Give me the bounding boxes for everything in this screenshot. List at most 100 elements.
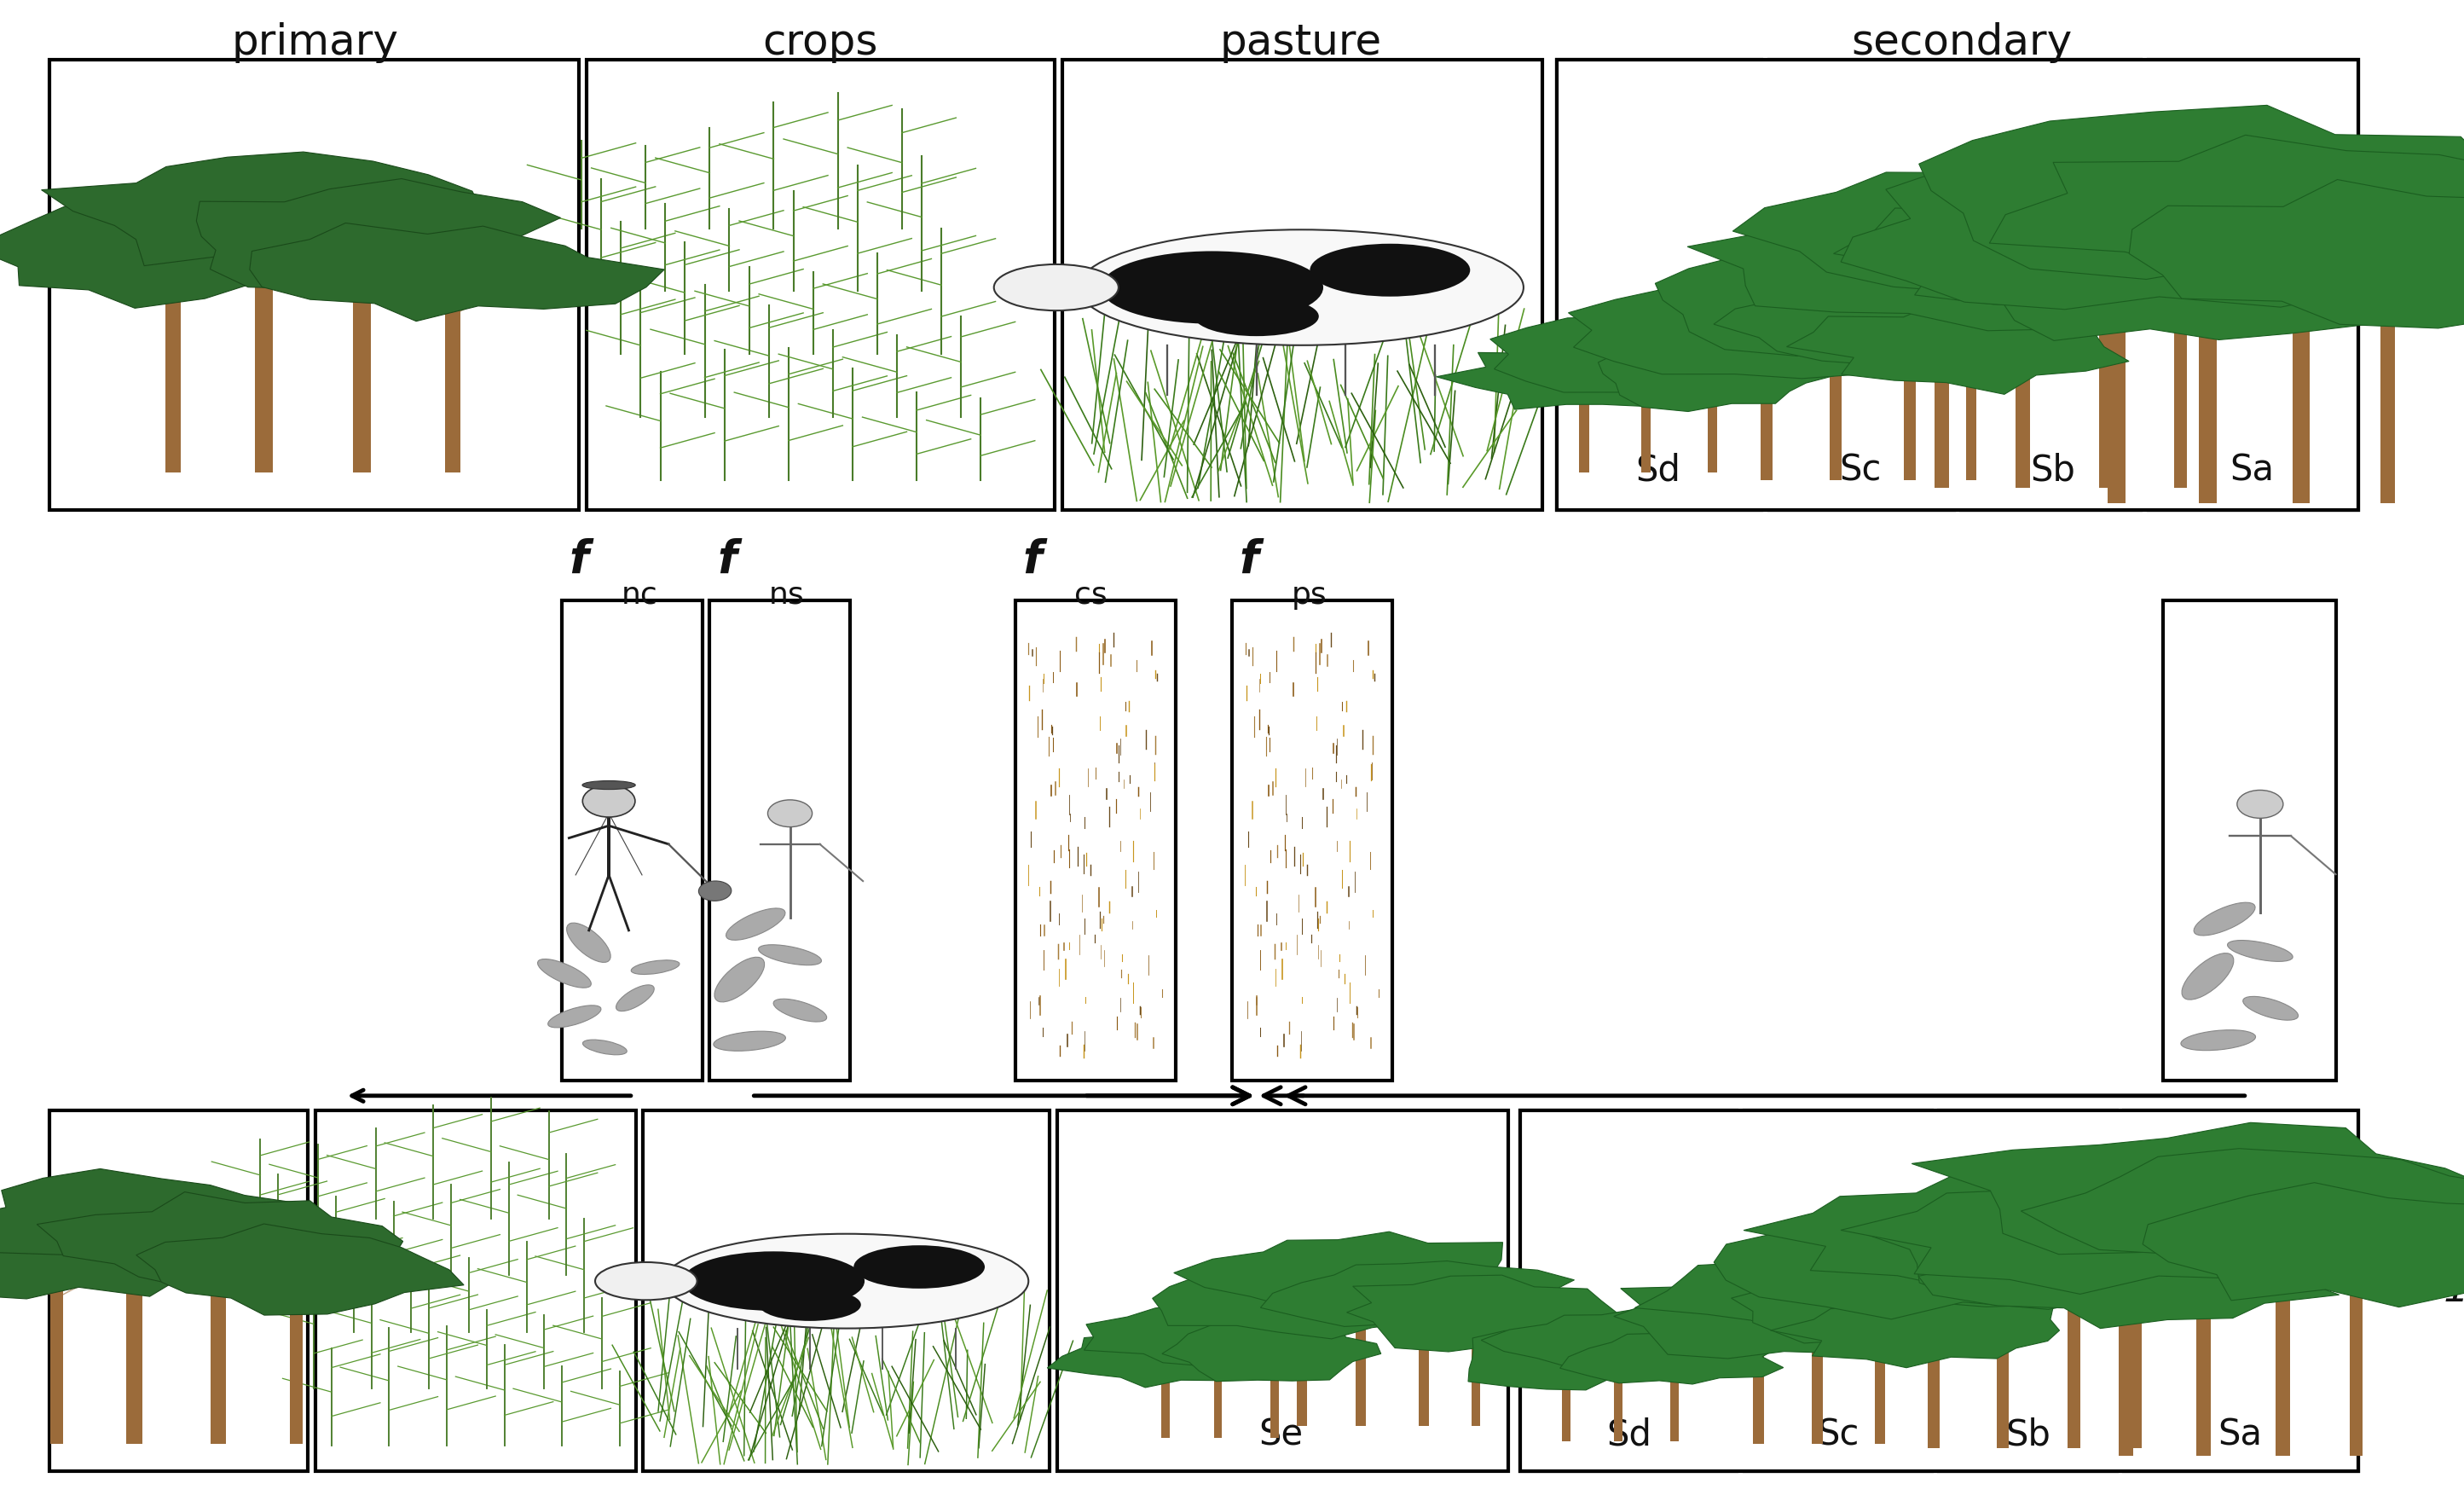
- Bar: [1671, 1361, 1678, 1441]
- Bar: [2380, 263, 2395, 503]
- Polygon shape: [1786, 302, 2129, 395]
- Bar: [1708, 380, 1717, 473]
- Ellipse shape: [2193, 902, 2255, 935]
- Polygon shape: [1848, 1196, 2301, 1298]
- Bar: [1419, 1298, 1429, 1426]
- Bar: [1759, 338, 1774, 480]
- Ellipse shape: [582, 781, 636, 790]
- Ellipse shape: [537, 959, 591, 988]
- Ellipse shape: [715, 1031, 786, 1051]
- Polygon shape: [197, 179, 562, 294]
- Ellipse shape: [1311, 243, 1471, 297]
- Polygon shape: [1491, 314, 1777, 396]
- Bar: [1828, 308, 1843, 480]
- Bar: [1927, 1270, 1939, 1448]
- Ellipse shape: [2227, 940, 2294, 962]
- Polygon shape: [1469, 1330, 1671, 1390]
- Text: f: f: [717, 537, 737, 582]
- Polygon shape: [1262, 1261, 1577, 1328]
- Bar: [2124, 1111, 2358, 1471]
- Polygon shape: [2129, 180, 2464, 329]
- Ellipse shape: [700, 881, 732, 901]
- Bar: [2277, 1220, 2289, 1456]
- Bar: [586, 60, 1055, 510]
- Bar: [1934, 278, 1949, 488]
- Polygon shape: [1599, 338, 1841, 411]
- Polygon shape: [1912, 1123, 2464, 1255]
- Text: Sa: Sa: [2230, 452, 2274, 488]
- Text: cs: cs: [1074, 581, 1106, 609]
- Bar: [2099, 263, 2114, 488]
- Bar: [2163, 600, 2336, 1081]
- Polygon shape: [1656, 246, 2040, 356]
- Text: t: t: [2395, 263, 2412, 308]
- Text: t+1: t+1: [2395, 1271, 2464, 1310]
- Bar: [2294, 225, 2311, 503]
- Bar: [2016, 240, 2030, 488]
- Bar: [212, 1247, 227, 1444]
- Polygon shape: [1437, 342, 1725, 410]
- Ellipse shape: [582, 1040, 626, 1055]
- Bar: [710, 600, 850, 1081]
- Bar: [49, 1111, 308, 1471]
- Bar: [1557, 60, 2358, 510]
- Bar: [2195, 1201, 2210, 1456]
- Polygon shape: [1688, 209, 2161, 330]
- Polygon shape: [1047, 1327, 1274, 1387]
- Polygon shape: [1153, 1258, 1459, 1339]
- Polygon shape: [2144, 1183, 2464, 1307]
- Bar: [1557, 60, 1762, 510]
- Ellipse shape: [715, 958, 764, 1003]
- Bar: [1754, 1322, 1764, 1444]
- Ellipse shape: [993, 264, 1119, 311]
- Text: ps: ps: [1291, 581, 1326, 609]
- Polygon shape: [1833, 186, 2341, 326]
- Bar: [291, 1276, 303, 1444]
- Bar: [1520, 1111, 1737, 1471]
- Polygon shape: [0, 1169, 301, 1271]
- Polygon shape: [0, 1216, 209, 1298]
- Text: ns: ns: [769, 581, 803, 609]
- Bar: [1902, 330, 1917, 480]
- Polygon shape: [2020, 1148, 2464, 1267]
- Bar: [254, 221, 274, 473]
- Ellipse shape: [2181, 1030, 2255, 1051]
- Bar: [1745, 1111, 1932, 1471]
- Bar: [1996, 1238, 2008, 1448]
- Bar: [2176, 293, 2188, 488]
- Text: nc: nc: [621, 581, 658, 609]
- Ellipse shape: [665, 1234, 1027, 1328]
- Bar: [1562, 1364, 1570, 1441]
- Text: Sc: Sc: [1838, 452, 1882, 488]
- Ellipse shape: [1079, 230, 1523, 345]
- Bar: [2149, 60, 2358, 510]
- Ellipse shape: [547, 1006, 601, 1028]
- Bar: [1614, 1345, 1621, 1441]
- Text: Sd: Sd: [1607, 1417, 1651, 1453]
- Text: crops: crops: [764, 23, 877, 63]
- Polygon shape: [1560, 1331, 1784, 1384]
- Text: Se: Se: [1259, 1417, 1303, 1453]
- Text: secondary: secondary: [1850, 23, 2072, 63]
- Ellipse shape: [759, 944, 821, 965]
- Polygon shape: [1614, 1276, 1917, 1358]
- Text: f: f: [569, 537, 589, 582]
- Ellipse shape: [759, 1288, 860, 1321]
- Polygon shape: [1732, 1273, 2038, 1343]
- Polygon shape: [1937, 224, 2365, 341]
- Bar: [1929, 1336, 1937, 1444]
- Bar: [562, 600, 702, 1081]
- Ellipse shape: [2242, 997, 2299, 1021]
- Polygon shape: [1715, 1213, 2168, 1319]
- Polygon shape: [1919, 1225, 2338, 1328]
- Ellipse shape: [616, 985, 653, 1012]
- Bar: [1057, 1111, 1508, 1471]
- Ellipse shape: [2181, 953, 2235, 1000]
- Polygon shape: [1745, 1171, 2205, 1289]
- Bar: [2067, 1256, 2080, 1448]
- Circle shape: [2237, 790, 2284, 818]
- Ellipse shape: [1101, 251, 1323, 324]
- Bar: [165, 260, 180, 473]
- Bar: [1015, 600, 1175, 1081]
- Ellipse shape: [727, 908, 786, 940]
